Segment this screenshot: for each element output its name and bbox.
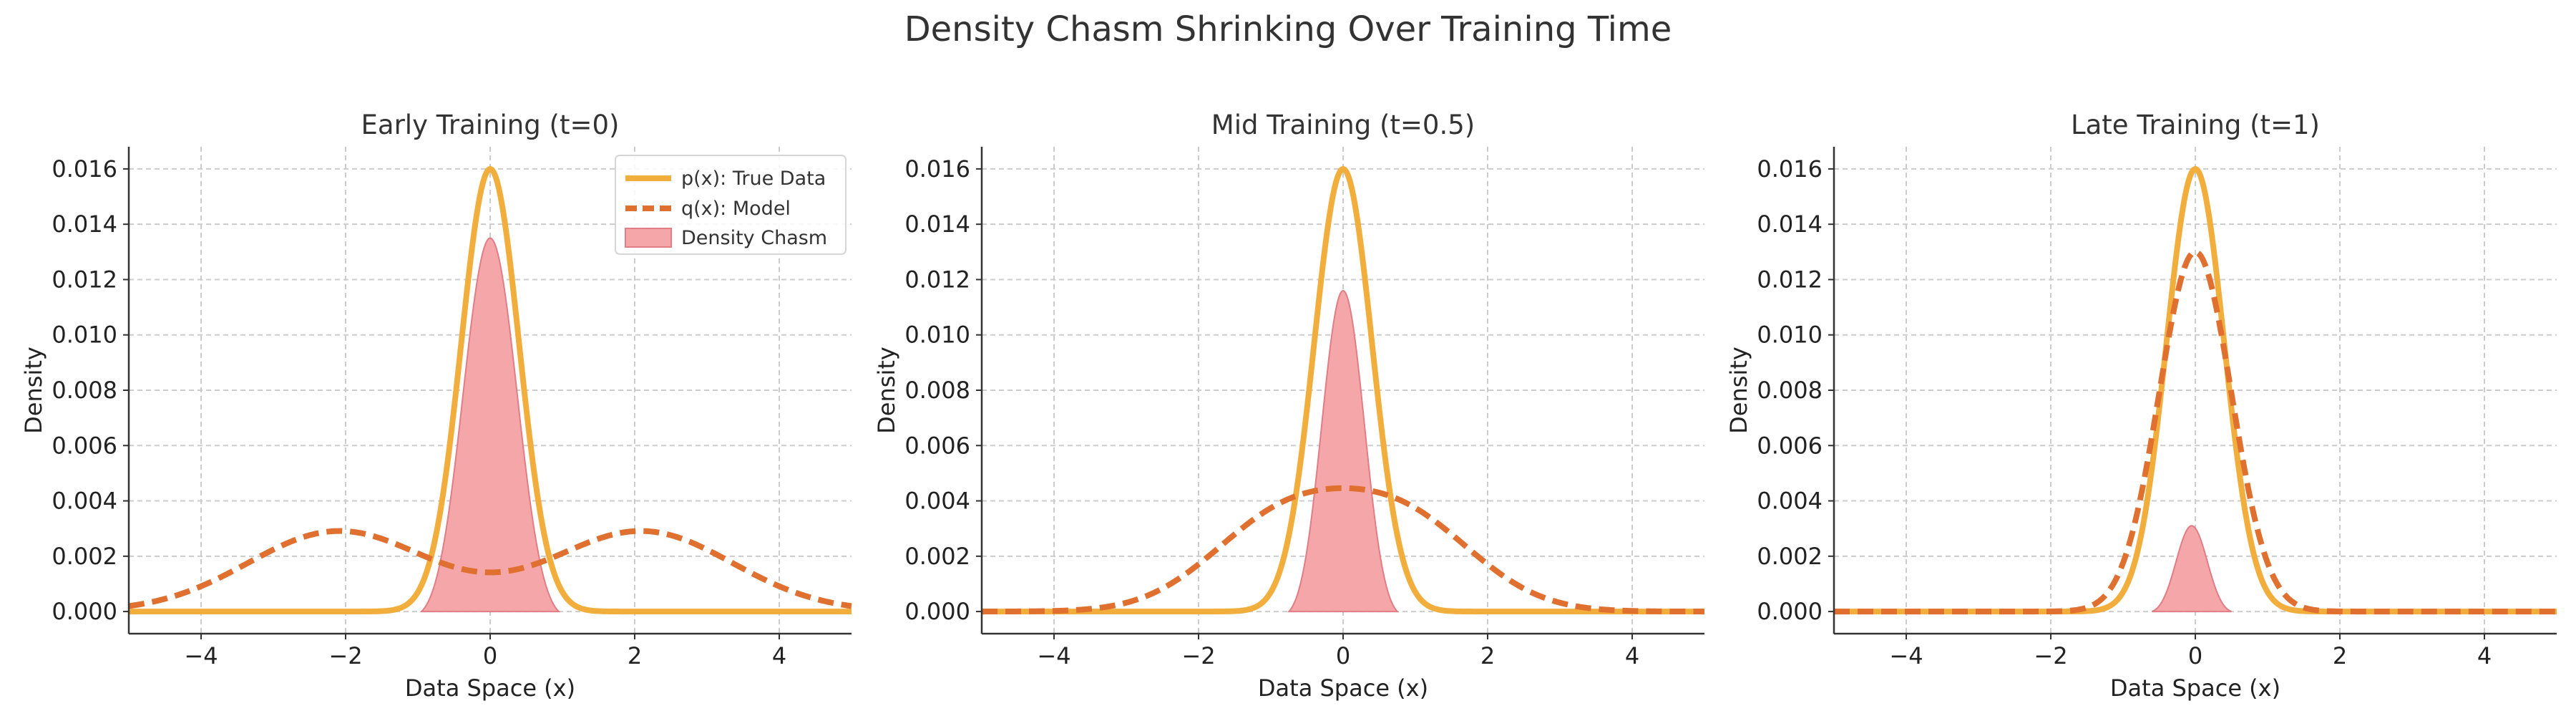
subplot-title: Late Training (t=1) — [2071, 110, 2320, 140]
y-tick-label: 0.000 — [1757, 598, 1823, 625]
x-tick-label: 0 — [1336, 642, 1350, 669]
x-tick-label: −2 — [328, 642, 362, 669]
x-axis-label: Data Space (x) — [405, 674, 575, 702]
x-tick-label: 0 — [483, 642, 497, 669]
x-tick-label: 4 — [1625, 642, 1639, 669]
x-tick-label: −4 — [1889, 642, 1923, 669]
x-tick-label: 2 — [628, 642, 642, 669]
y-tick-label: 0.000 — [904, 598, 970, 625]
subplot-2: Mid Training (t=0.5) −4 −2 0 2 4 0.000 0.002 0.0… — [873, 110, 1706, 702]
legend: p(x): True Data q(x): Model Density Chasm — [615, 155, 847, 255]
legend-chasm-swatch — [625, 228, 672, 248]
density-chasm-area — [419, 237, 561, 613]
legend-entry-label: Density Chasm — [681, 227, 827, 249]
y-tick-label: 0.008 — [904, 377, 970, 404]
y-axis-label: Density — [873, 347, 900, 434]
y-tick-label: 0.004 — [1757, 488, 1823, 515]
x-tick-label: 4 — [2477, 642, 2492, 669]
y-tick-label: 0.002 — [904, 543, 970, 570]
y-tick-label: 0.008 — [52, 377, 117, 404]
y-tick-label: 0.004 — [904, 488, 970, 515]
y-tick-label: 0.004 — [52, 488, 117, 515]
y-tick-label: 0.016 — [1757, 155, 1823, 183]
y-tick-label: 0.000 — [52, 598, 117, 625]
x-tick-label: −4 — [184, 642, 218, 669]
y-tick-label: 0.006 — [1757, 432, 1823, 459]
y-tick-label: 0.012 — [52, 266, 117, 293]
model-density-line — [980, 485, 1706, 615]
y-tick-label: 0.002 — [52, 543, 117, 570]
y-tick-label: 0.014 — [904, 211, 970, 238]
x-tick-label: 4 — [772, 642, 786, 669]
x-tick-label: 2 — [1480, 642, 1495, 669]
x-tick-label: 0 — [2188, 642, 2202, 669]
legend-box — [615, 155, 847, 255]
y-tick-label: 0.010 — [904, 321, 970, 349]
model-density-line — [1833, 248, 2558, 615]
density-chasm-area — [2152, 525, 2232, 613]
x-tick-label: 2 — [2333, 642, 2347, 669]
x-tick-label: −4 — [1037, 642, 1070, 669]
true-data-density-line — [127, 165, 853, 615]
y-tick-label: 0.006 — [904, 432, 970, 459]
y-axis-label: Density — [20, 347, 47, 434]
figure-title: Density Chasm Shrinking Over Training Ti… — [904, 9, 1672, 49]
true-data-density-line — [980, 165, 1706, 615]
y-tick-label: 0.012 — [1757, 266, 1823, 293]
y-tick-label: 0.010 — [1757, 321, 1823, 349]
subplot-title: Mid Training (t=0.5) — [1211, 110, 1475, 140]
y-tick-label: 0.002 — [1757, 543, 1823, 570]
x-axis-label: Data Space (x) — [1258, 674, 1428, 702]
y-tick-label: 0.014 — [1757, 211, 1823, 238]
y-tick-label: 0.008 — [1757, 377, 1823, 404]
y-axis-label: Density — [1725, 347, 1752, 434]
y-tick-label: 0.016 — [52, 155, 117, 183]
y-tick-label: 0.016 — [904, 155, 970, 183]
density-chasm-area — [1287, 289, 1399, 613]
y-tick-label: 0.014 — [52, 211, 117, 238]
model-density-line — [127, 528, 853, 609]
y-tick-label: 0.006 — [52, 432, 117, 459]
subplot-title: Early Training (t=0) — [361, 110, 620, 140]
y-tick-label: 0.010 — [52, 321, 117, 349]
subplots: Early Training (t=0) −4 −2 0 2 4 0.000 0.002 0.0… — [20, 110, 2558, 702]
x-axis-label: Data Space (x) — [2110, 674, 2280, 702]
y-tick-label: 0.012 — [904, 266, 970, 293]
legend-entry-label: p(x): True Data — [681, 168, 826, 190]
x-tick-label: −2 — [1181, 642, 1215, 669]
subplot-1: Early Training (t=0) −4 −2 0 2 4 0.000 0.002 0.0… — [20, 110, 853, 702]
subplot-3: Late Training (t=1) −4 −2 0 2 4 0.000 0.002 0.00… — [1725, 110, 2558, 702]
x-tick-label: −2 — [2034, 642, 2067, 669]
legend-entry-label: q(x): Model — [681, 198, 791, 220]
